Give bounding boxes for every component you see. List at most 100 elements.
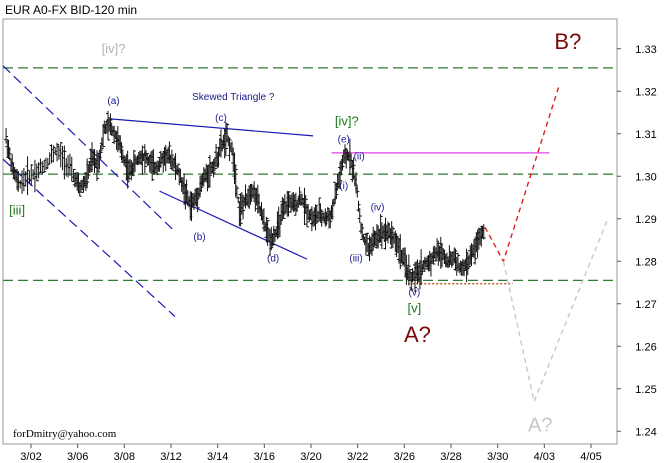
price-bar [101, 124, 106, 147]
price-bar [420, 263, 425, 275]
price-bar [40, 161, 45, 175]
wave-label-e: (e) [338, 134, 350, 145]
price-bar [243, 184, 248, 209]
y-tick-label: 1.28 [635, 256, 656, 268]
price-bar [328, 210, 333, 229]
price-bar [223, 121, 228, 157]
wave-label-a: A? [404, 322, 431, 347]
price-bar [441, 249, 446, 261]
wave-label-a: (a) [107, 96, 119, 107]
price-bar [62, 145, 67, 180]
price-bar [282, 194, 287, 216]
wave-label-iv: [iv]? [335, 113, 359, 128]
wave-label-iv: (iv) [371, 202, 385, 213]
x-tick-label: 4/03 [534, 451, 555, 463]
x-tick-label: 3/28 [440, 451, 461, 463]
price-bar [96, 152, 101, 173]
x-tick-label: 4/05 [580, 451, 601, 463]
x-tick-label: 3/12 [160, 451, 181, 463]
price-bar [297, 186, 302, 206]
y-tick-label: 1.24 [635, 426, 656, 438]
wave-label-v: [v] [408, 300, 422, 315]
price-bar [55, 142, 60, 162]
price-bar [433, 247, 438, 262]
y-tick-label: 1.27 [635, 299, 656, 311]
price-bar [175, 163, 180, 176]
chart-title: EUR A0-FX BID-120 min [5, 3, 137, 17]
price-bar [371, 226, 376, 251]
wave-label-v: (v) [409, 287, 421, 298]
price-bar [131, 149, 136, 175]
y-tick-label: 1.29 [635, 214, 656, 226]
price-bar [317, 197, 322, 222]
price-bar [169, 149, 174, 171]
price-bar [412, 261, 417, 293]
price-bar [361, 233, 366, 243]
price-bar [409, 271, 414, 291]
price-bar [473, 236, 478, 265]
price-bar [167, 141, 172, 164]
price-bar [340, 155, 345, 171]
wave-label-c: (c) [215, 113, 227, 124]
price-bar [481, 224, 486, 240]
price-bar [269, 226, 274, 251]
price-bar [440, 243, 445, 268]
price-bar [365, 232, 370, 252]
projection-path-1 [502, 218, 609, 404]
price-bar [286, 191, 291, 217]
price-bar [98, 144, 103, 160]
trend-line-0 [110, 118, 314, 137]
price-bar [233, 164, 238, 198]
plot-frame [2, 18, 618, 445]
price-bar [236, 196, 241, 204]
price-bar [195, 187, 200, 213]
price-bar [453, 248, 458, 271]
price-bar [214, 144, 219, 166]
price-bar [360, 223, 365, 241]
y-tick-label: 1.30 [635, 171, 656, 183]
price-bar [476, 227, 481, 250]
y-tick-label: 1.32 [635, 86, 656, 98]
x-tick-label: 3/06 [67, 451, 88, 463]
price-bar [338, 161, 343, 190]
price-bar [212, 157, 217, 172]
price-bar [347, 138, 352, 176]
price-bar [119, 142, 124, 161]
price-bar [378, 213, 383, 243]
price-bar [355, 186, 360, 198]
price-bar [357, 208, 362, 224]
x-tick-label: 3/22 [347, 451, 368, 463]
wave-label-ii: (ii) [354, 151, 365, 162]
x-tick-label: 3/26 [394, 451, 415, 463]
y-tick-label: 1.31 [635, 129, 656, 141]
price-bar [253, 190, 258, 212]
price-bar [241, 194, 246, 220]
price-bar [428, 253, 433, 277]
price-bar [356, 200, 361, 212]
price-bar [34, 163, 39, 182]
wave-label-b: B? [554, 29, 581, 54]
price-bar [431, 246, 436, 265]
wave-label-a: A? [528, 414, 552, 436]
price-bar [406, 254, 411, 286]
price-bar [351, 157, 356, 180]
price-bar [207, 154, 212, 187]
price-bar [206, 164, 211, 189]
x-tick-label: 3/02 [20, 451, 41, 463]
x-tick-label: 3/20 [300, 451, 321, 463]
trend-line-2 [2, 65, 176, 232]
pattern-annotation: Skewed Triangle ? [192, 92, 275, 103]
price-bar [71, 168, 76, 183]
price-bar [270, 233, 275, 247]
price-bar [225, 123, 230, 143]
wave-label-d: (d) [267, 253, 279, 264]
price-bar [199, 175, 204, 193]
price-bar [354, 172, 359, 194]
price-bar [7, 147, 12, 161]
x-tick-label: 3/14 [207, 451, 228, 463]
x-tick-label: 3/08 [114, 451, 135, 463]
price-bar [133, 154, 138, 172]
price-bar [145, 153, 150, 167]
price-bar [454, 256, 459, 276]
